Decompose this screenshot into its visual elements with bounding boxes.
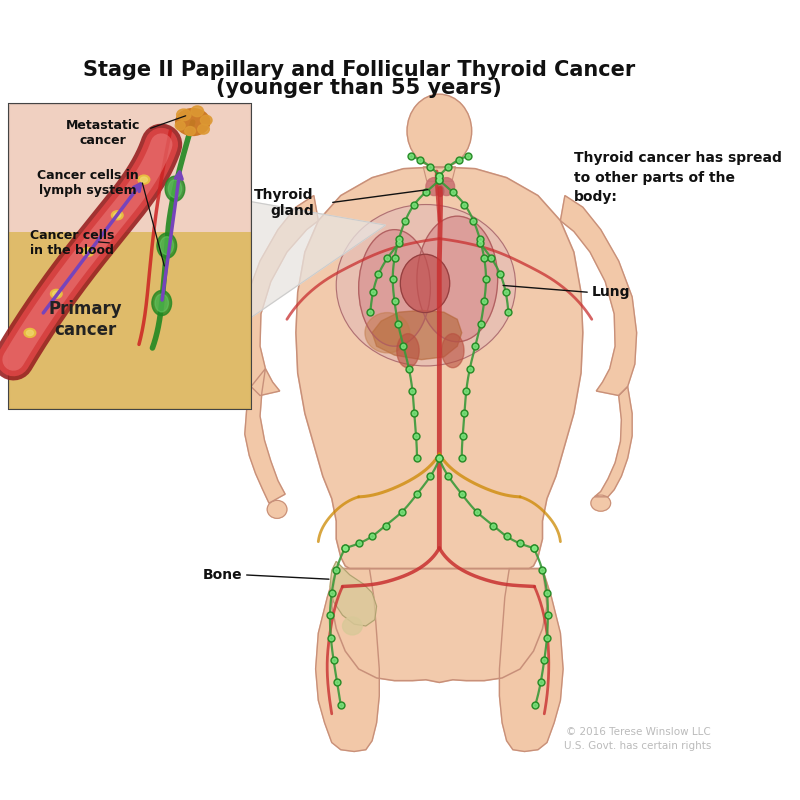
Text: Bone: Bone — [202, 568, 242, 582]
Ellipse shape — [358, 230, 430, 346]
Ellipse shape — [111, 210, 123, 220]
Ellipse shape — [426, 178, 442, 195]
Ellipse shape — [50, 290, 62, 298]
Text: Metastatic
cancer: Metastatic cancer — [66, 118, 140, 146]
Ellipse shape — [417, 216, 498, 342]
Text: Thyroid
gland: Thyroid gland — [254, 188, 314, 218]
Polygon shape — [594, 386, 632, 497]
Polygon shape — [561, 195, 637, 395]
Text: © 2016 Terese Winslow LLC
U.S. Govt. has certain rights: © 2016 Terese Winslow LLC U.S. Govt. has… — [564, 727, 711, 751]
Ellipse shape — [342, 617, 362, 635]
Polygon shape — [330, 562, 377, 626]
Polygon shape — [251, 202, 386, 318]
Ellipse shape — [152, 290, 171, 315]
Text: Cancer cells
in the blood: Cancer cells in the blood — [30, 229, 114, 257]
Ellipse shape — [397, 334, 419, 368]
Ellipse shape — [138, 175, 150, 184]
Ellipse shape — [82, 247, 94, 257]
Ellipse shape — [191, 106, 203, 117]
Ellipse shape — [198, 124, 210, 134]
Ellipse shape — [176, 109, 210, 135]
Polygon shape — [296, 167, 583, 569]
Ellipse shape — [201, 115, 212, 125]
FancyBboxPatch shape — [9, 104, 251, 232]
Ellipse shape — [140, 177, 147, 182]
Text: Stage II Papillary and Follicular Thyroid Cancer: Stage II Papillary and Follicular Thyroi… — [82, 60, 634, 80]
Polygon shape — [499, 569, 563, 751]
Ellipse shape — [177, 109, 191, 121]
Polygon shape — [423, 167, 455, 182]
Ellipse shape — [267, 501, 287, 518]
Ellipse shape — [437, 186, 444, 197]
Ellipse shape — [400, 254, 450, 313]
Polygon shape — [245, 369, 285, 503]
Ellipse shape — [157, 233, 177, 258]
Text: (younger than 55 years): (younger than 55 years) — [216, 78, 502, 98]
Polygon shape — [372, 310, 462, 360]
Polygon shape — [316, 569, 379, 751]
Ellipse shape — [84, 250, 91, 254]
Text: Primary
cancer: Primary cancer — [48, 300, 122, 338]
Ellipse shape — [155, 294, 169, 312]
Ellipse shape — [165, 176, 185, 202]
Ellipse shape — [438, 178, 454, 195]
Polygon shape — [332, 569, 547, 682]
Ellipse shape — [168, 180, 182, 198]
Ellipse shape — [160, 237, 174, 254]
Ellipse shape — [53, 291, 60, 297]
Ellipse shape — [407, 94, 472, 168]
Text: Lung: Lung — [592, 286, 630, 299]
Ellipse shape — [336, 205, 515, 366]
Ellipse shape — [24, 329, 36, 338]
Text: Thyroid cancer has spread
to other parts of the
body:: Thyroid cancer has spread to other parts… — [574, 151, 782, 204]
FancyBboxPatch shape — [9, 232, 251, 409]
Text: Cancer cells in
lymph system: Cancer cells in lymph system — [37, 169, 138, 197]
Ellipse shape — [175, 121, 185, 130]
Polygon shape — [242, 195, 318, 395]
FancyBboxPatch shape — [9, 104, 251, 409]
Ellipse shape — [442, 334, 464, 368]
Ellipse shape — [185, 126, 195, 135]
Ellipse shape — [365, 313, 410, 353]
Ellipse shape — [114, 213, 121, 218]
Ellipse shape — [26, 330, 34, 335]
Ellipse shape — [591, 495, 610, 511]
